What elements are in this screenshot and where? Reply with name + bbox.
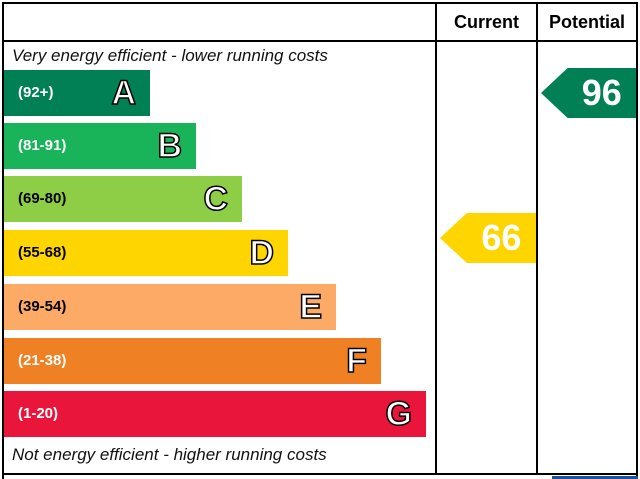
- band-letter: G: [385, 394, 413, 434]
- band-letter: C: [203, 179, 229, 219]
- band-letter: D: [249, 233, 275, 273]
- band-e: (39-54) E: [4, 284, 336, 330]
- band-g: (1-20) G: [4, 391, 426, 437]
- potential-header: Potential: [548, 12, 625, 32]
- corner-mark: [552, 476, 638, 479]
- current-column-divider: [435, 2, 437, 475]
- header-divider: [2, 40, 638, 42]
- current-header: Current: [453, 12, 519, 32]
- bottom-caption: Not energy efficient - higher running co…: [12, 445, 327, 464]
- band-letter: F: [345, 341, 367, 381]
- current-rating-value: 66: [481, 217, 522, 258]
- band-c: (69-80) C: [4, 176, 242, 222]
- band-range-label: (69-80): [18, 190, 67, 207]
- frame-left: [2, 2, 4, 479]
- band-range-label: (1-20): [18, 405, 59, 422]
- band-letter: A: [111, 73, 137, 113]
- current-rating-arrow: 66: [440, 213, 536, 263]
- band-f: (21-38) F: [4, 338, 381, 384]
- band-letter: E: [299, 287, 323, 327]
- frame-top: [2, 2, 638, 4]
- band-a: (92+) A: [4, 70, 150, 116]
- footer-divider: [2, 473, 638, 475]
- band-range-label: (81-91): [18, 137, 67, 154]
- band-b: (81-91) B: [4, 123, 196, 169]
- band-letter: B: [157, 126, 183, 166]
- potential-rating-arrow: 96: [541, 68, 636, 118]
- band-range-label: (21-38): [18, 352, 67, 369]
- potential-rating-value: 96: [581, 72, 622, 113]
- band-range-label: (92+): [18, 84, 54, 101]
- band-range-label: (39-54): [18, 298, 67, 315]
- top-caption: Very energy efficient - lower running co…: [12, 46, 328, 65]
- band-d: (55-68) D: [4, 230, 288, 276]
- band-range-label: (55-68): [18, 244, 67, 261]
- potential-column-divider: [536, 2, 538, 475]
- frame-right: [636, 2, 638, 479]
